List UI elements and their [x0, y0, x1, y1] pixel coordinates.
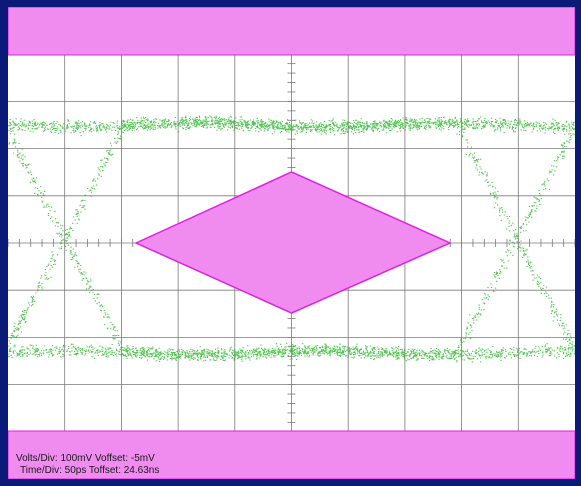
- eye-traces: [8, 115, 575, 363]
- volts-div-readout: Volts/Div: 100mV Voffset: -5mV: [16, 453, 155, 464]
- eye-diagram-screen: Volts/Div: 100mV Voffset: -5mV Time/Div:…: [8, 7, 575, 479]
- eye-diagram-plot: [8, 7, 575, 479]
- top-mask: [8, 7, 575, 56]
- bottom-mask: [8, 430, 575, 479]
- eye-trace-dots: [8, 115, 575, 363]
- mask-regions: [8, 7, 575, 479]
- time-div-readout: Time/Div: 50ps Toffset: 24.63ns: [20, 465, 160, 476]
- center-mask: [134, 171, 452, 314]
